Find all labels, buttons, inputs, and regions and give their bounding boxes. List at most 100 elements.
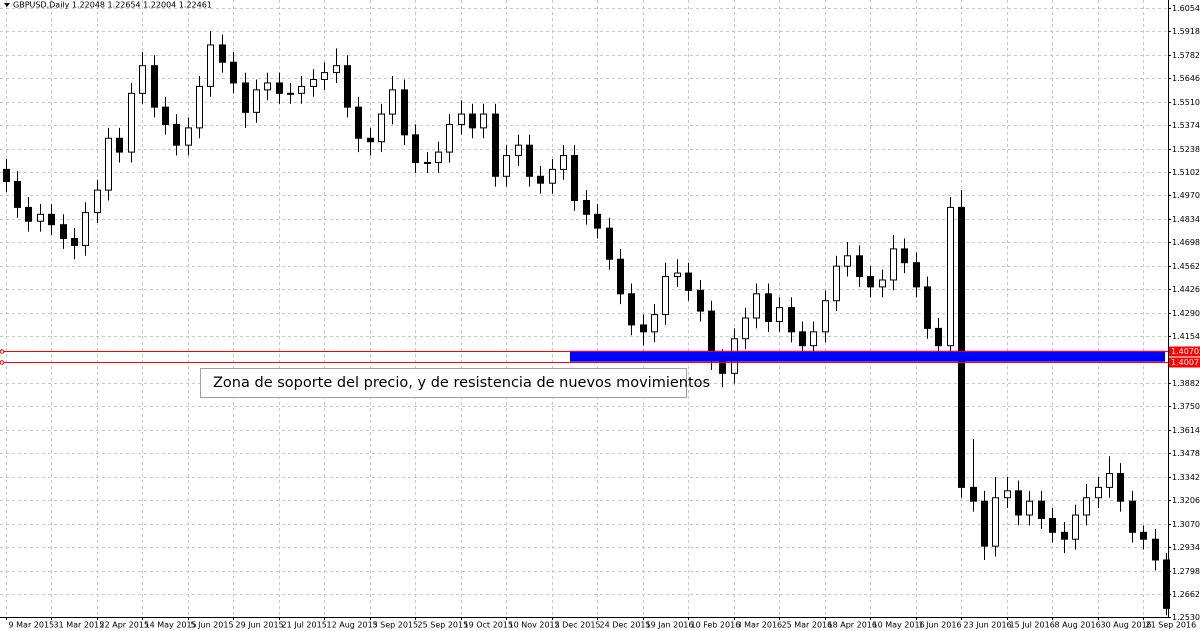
level-anchor <box>0 349 5 354</box>
x-tick-label: 29 Jun 2015 <box>236 621 284 630</box>
y-tick-label: 1.29340 <box>1172 543 1200 552</box>
candle-body <box>389 89 396 115</box>
candle-body <box>992 497 999 547</box>
level-label-bg <box>1169 346 1200 357</box>
candle-body <box>344 65 351 108</box>
candle-body <box>435 151 442 163</box>
y-tick-label: 1.37500 <box>1172 402 1200 411</box>
candle-body <box>526 144 533 177</box>
y-tick-label: 1.34780 <box>1172 449 1200 458</box>
candle-body <box>287 92 294 95</box>
y-tick-label: 1.48340 <box>1172 215 1200 224</box>
candle-body <box>367 137 374 143</box>
candle-body <box>765 293 772 322</box>
x-tick-label: 12 Aug 2015 <box>327 621 378 630</box>
candle-body <box>1038 500 1045 519</box>
x-tick-label: 30 Aug 2016 <box>1101 621 1152 630</box>
candle-body <box>219 44 226 63</box>
candle-body <box>105 137 112 191</box>
candle-body <box>71 238 78 246</box>
marks-layer <box>0 31 1170 616</box>
annotation-text: Zona de soporte del precio, y de resiste… <box>213 375 710 391</box>
x-tick-label: 31 Mar 2015 <box>54 621 105 630</box>
candle-body <box>1095 486 1102 499</box>
x-tick-label: 21 Jul 2015 <box>282 621 327 630</box>
candle-body <box>935 327 942 347</box>
candle-body <box>1163 559 1170 609</box>
x-tick-label: 10 Nov 2015 <box>509 621 560 630</box>
y-tick-label: 1.45620 <box>1172 262 1200 271</box>
y-tick-label: 1.49700 <box>1172 191 1200 200</box>
candle-body <box>1004 490 1011 499</box>
y-tick-label: 1.38820 <box>1172 379 1200 388</box>
y-tick-label: 1.51020 <box>1172 168 1200 177</box>
candle-body <box>173 123 180 146</box>
candle-body <box>3 168 10 182</box>
annotation-frame <box>200 368 687 398</box>
candle-body <box>253 89 260 113</box>
candle-body <box>640 324 647 333</box>
y-tick-label: 1.60540 <box>1172 4 1200 13</box>
y-tick-label: 1.57820 <box>1172 51 1200 60</box>
candle-body <box>424 161 431 164</box>
candle-body <box>571 155 578 201</box>
annotation-box: Zona de soporte del precio, y de resiste… <box>200 368 710 398</box>
candle-body <box>185 127 192 146</box>
candle-body <box>844 255 851 267</box>
candle-body <box>1152 538 1159 561</box>
candle-body <box>48 213 55 226</box>
candle-body <box>981 500 988 547</box>
candle-body <box>549 168 556 184</box>
level-label-bg <box>1169 357 1200 368</box>
x-tick-label: 3 Mar 2016 <box>737 621 783 630</box>
candle-body <box>890 248 897 281</box>
candle-body <box>742 317 749 340</box>
y-tick-label: 1.55100 <box>1172 98 1200 107</box>
candle-body <box>617 258 624 295</box>
candle-body <box>913 262 920 288</box>
candle-body <box>196 85 203 129</box>
candle-body <box>606 227 613 260</box>
y-tick-label: 1.56460 <box>1172 74 1200 83</box>
candle-body <box>116 137 123 153</box>
candle-body <box>151 65 158 108</box>
candle-body <box>230 61 237 84</box>
candle-body <box>276 82 283 94</box>
candle-body <box>1106 473 1113 488</box>
y-tick-label: 1.32060 <box>1172 496 1200 505</box>
x-tick-label: 2 Dec 2015 <box>555 621 601 630</box>
level-anchor <box>0 360 5 365</box>
candle-body <box>469 113 476 129</box>
candle-body <box>480 113 487 129</box>
candle-body <box>856 255 863 278</box>
candle-body <box>242 82 249 113</box>
y-tick-label: 1.30700 <box>1172 520 1200 529</box>
x-tick-label: 23 Jun 2016 <box>964 621 1012 630</box>
x-tick-label: 24 Dec 2015 <box>600 621 651 630</box>
level-label: 1.40705 <box>1171 347 1200 356</box>
candle-body <box>674 272 681 278</box>
candle-body <box>82 212 89 246</box>
candle-body <box>401 89 408 136</box>
menu-triangle[interactable] <box>4 3 10 7</box>
candle-body <box>458 113 465 125</box>
candle-body <box>1049 517 1056 533</box>
level-label: 1.40071 <box>1171 358 1200 367</box>
x-tick-label: 21 Sep 2016 <box>1146 621 1197 630</box>
candle-body <box>753 293 760 319</box>
y-tick-label: 1.25300 <box>1172 613 1200 622</box>
candle-body <box>60 224 67 240</box>
candle-body <box>958 206 965 488</box>
candle-body <box>947 206 954 347</box>
candle-body <box>970 486 977 502</box>
x-tick-label: 3 Sep 2015 <box>373 621 419 630</box>
y-tick-label: 1.42900 <box>1172 309 1200 318</box>
chart-title: GBPUSD,Daily 1.22048 1.22654 1.22004 1.2… <box>13 1 212 10</box>
y-tick-label: 1.33420 <box>1172 473 1200 482</box>
candle-body <box>355 106 362 139</box>
support-zone <box>570 350 1165 362</box>
candle-body <box>697 289 704 312</box>
candle-body <box>1117 473 1124 502</box>
candle-body <box>378 113 385 143</box>
